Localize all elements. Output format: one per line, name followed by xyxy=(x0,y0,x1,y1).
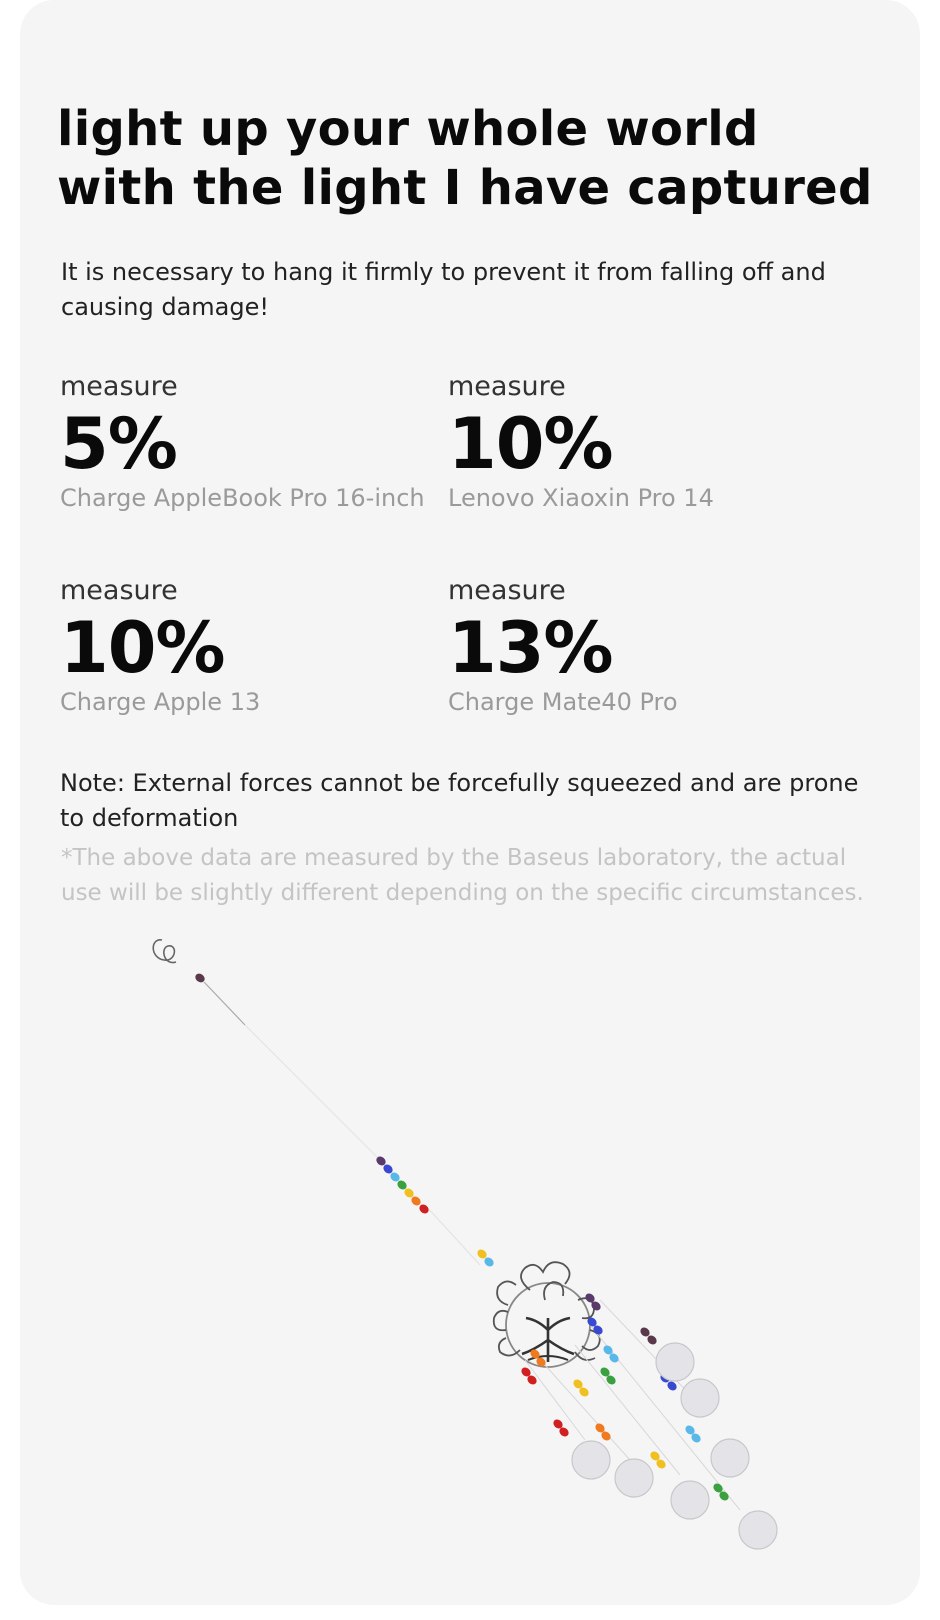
stat-label: measure xyxy=(448,371,566,402)
stat-label: measure xyxy=(60,575,178,606)
rainbow-bead-strand-top xyxy=(376,1156,429,1214)
stat-value: 5% xyxy=(60,403,178,485)
stat-applebook: measure 5% Charge AppleBook Pro 16-inch xyxy=(60,370,430,514)
note-text: Note: External forces cannot be forceful… xyxy=(60,769,859,832)
headline: light up your whole world with the light… xyxy=(57,101,873,216)
stat-value: 10% xyxy=(60,607,226,689)
stat-value: 10% xyxy=(448,403,614,485)
stat-device: Charge AppleBook Pro 16-inch xyxy=(60,484,425,512)
tree-of-life-ornament xyxy=(492,1261,601,1368)
hanging-string xyxy=(203,981,481,1266)
rainbow-bead-strands-bottom xyxy=(477,1249,729,1501)
stat-apple-13: measure 10% Charge Apple 13 xyxy=(60,574,430,718)
stat-device: Lenovo Xiaoxin Pro 14 xyxy=(448,484,714,512)
warning-text: It is necessary to hang it firmly to pre… xyxy=(61,258,826,321)
stat-mate40: measure 13% Charge Mate40 Pro xyxy=(448,574,818,718)
stat-label: measure xyxy=(60,371,178,402)
stat-lenovo: measure 10% Lenovo Xiaoxin Pro 14 xyxy=(448,370,818,514)
content-card xyxy=(20,0,920,1605)
stat-label: measure xyxy=(448,575,566,606)
crystal-prism-icons xyxy=(571,1342,778,1550)
stat-device: Charge Apple 13 xyxy=(60,688,261,716)
disclaimer-text: *The above data are measured by the Base… xyxy=(61,845,864,906)
hanging-hook-icon xyxy=(152,939,205,983)
stat-device: Charge Mate40 Pro xyxy=(448,688,678,716)
stat-value: 13% xyxy=(448,607,614,689)
